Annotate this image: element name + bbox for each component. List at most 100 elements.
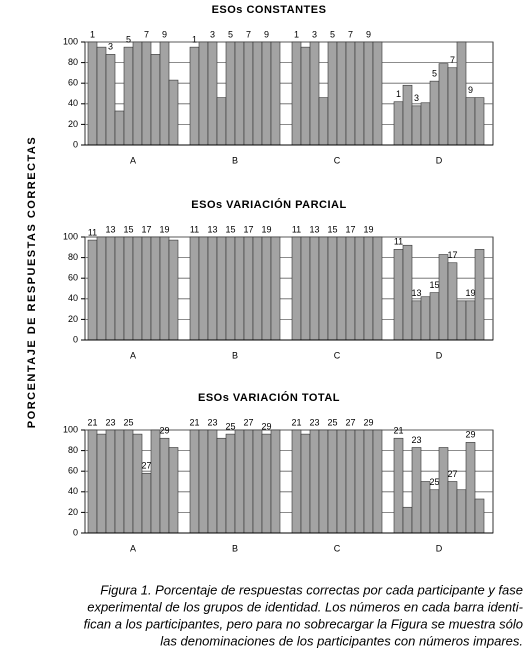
bar (402, 506, 413, 534)
x-tick-label: D (436, 350, 443, 360)
y-tick-label: 60 (68, 273, 78, 283)
chart-title: ESOs VARIACIÓN TOTAL (198, 391, 340, 404)
bar-label: 21 (393, 426, 403, 436)
bar (87, 429, 98, 534)
bar-label: 29 (363, 417, 373, 427)
bar (420, 296, 431, 341)
bar (429, 80, 440, 146)
bar (318, 236, 329, 341)
bar-label: 17 (141, 224, 151, 234)
bar (336, 429, 347, 534)
bar (309, 41, 320, 146)
bar-label: 3 (108, 42, 113, 52)
bar (123, 429, 134, 534)
bar (261, 41, 272, 146)
x-tick-label: A (130, 155, 136, 165)
bar (150, 54, 161, 146)
bar-label: 1 (294, 29, 299, 39)
bar (207, 236, 218, 341)
bar (252, 41, 263, 146)
bar (411, 447, 422, 534)
bar (198, 41, 209, 146)
bar (87, 239, 98, 341)
bar (354, 429, 365, 534)
bar (123, 46, 134, 146)
bar-label: 21 (291, 417, 301, 427)
bar (243, 429, 254, 534)
bar (402, 84, 413, 146)
y-tick-label: 60 (68, 466, 78, 476)
bar (465, 442, 476, 534)
y-tick-label: 0 (73, 527, 78, 537)
bar-label: 21 (87, 417, 97, 427)
bar (132, 41, 143, 146)
bar (291, 236, 302, 341)
y-tick-label: 80 (68, 445, 78, 455)
bar (438, 254, 449, 341)
bar (456, 489, 467, 534)
bar (189, 429, 200, 534)
x-tick-label: D (436, 155, 443, 165)
bar-label: 7 (246, 29, 251, 39)
bar-label: 9 (264, 29, 269, 39)
bar (300, 433, 311, 534)
bar-label: 23 (411, 435, 421, 445)
bar-label: 3 (210, 29, 215, 39)
caption-line: las denominaciones de los participantes … (160, 633, 523, 648)
bar-label: 27 (141, 461, 151, 471)
y-tick-label: 40 (68, 98, 78, 108)
bar (372, 236, 383, 341)
caption-line: experimental de los grupos de identidad.… (87, 599, 523, 614)
bar (105, 54, 116, 146)
bar (336, 41, 347, 146)
bar-label: 5 (228, 29, 233, 39)
x-tick-label: C (334, 543, 341, 553)
bar (159, 236, 170, 341)
bar (150, 429, 161, 534)
bar (207, 429, 218, 534)
bar-label: 21 (189, 417, 199, 427)
bar (411, 300, 422, 341)
bar (234, 429, 245, 534)
bar (345, 429, 356, 534)
bar-label: 15 (327, 224, 337, 234)
bar-label: 25 (123, 417, 133, 427)
bar (216, 437, 227, 534)
y-tick-label: 0 (73, 139, 78, 149)
bar (345, 41, 356, 146)
bar-label: 19 (261, 224, 271, 234)
bar (270, 429, 281, 534)
bar-label: 5 (330, 29, 335, 39)
bar (252, 236, 263, 341)
bar-label: 25 (429, 477, 439, 487)
bar (447, 67, 458, 146)
bar-label: 13 (411, 288, 421, 298)
bar (438, 447, 449, 534)
bar-label: 19 (363, 224, 373, 234)
bar (429, 489, 440, 534)
bar-label: 19 (465, 288, 475, 298)
bar (309, 236, 320, 341)
y-tick-label: 100 (63, 36, 78, 46)
bar (150, 236, 161, 341)
bar-label: 7 (450, 55, 455, 65)
bar (96, 433, 107, 534)
y-tick-label: 60 (68, 78, 78, 88)
bar (354, 236, 365, 341)
bar (261, 236, 272, 341)
bar (189, 46, 200, 146)
bar-label: 1 (192, 35, 197, 45)
bar (327, 429, 338, 534)
bar (225, 41, 236, 146)
bar-label: 27 (243, 417, 253, 427)
caption-line: Figura 1. Porcentaje de respuestas corre… (100, 582, 523, 597)
bar-label: 7 (348, 29, 353, 39)
bar (114, 429, 125, 534)
bar (105, 236, 116, 341)
bar (456, 41, 467, 146)
bar (234, 41, 245, 146)
bar (465, 300, 476, 341)
bar (225, 433, 236, 534)
caption-line: fican a los participantes, pero para no … (84, 616, 523, 631)
bar (168, 239, 179, 341)
